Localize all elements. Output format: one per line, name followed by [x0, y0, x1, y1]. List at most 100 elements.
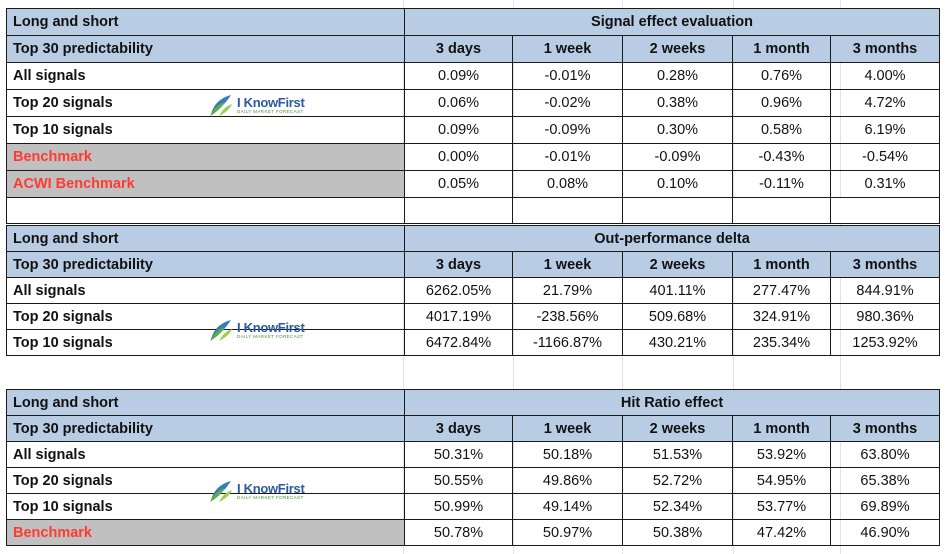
value-cell[interactable]: 4.72%: [829, 89, 941, 117]
row-label[interactable]: Top 20 signals: [6, 467, 405, 494]
group-label[interactable]: Long and short: [6, 389, 405, 416]
value-cell[interactable]: 53.77%: [732, 493, 831, 520]
row-label[interactable]: Top 20 signals: [6, 89, 405, 117]
value-cell[interactable]: -0.54%: [829, 143, 941, 171]
value-cell[interactable]: -0.09%: [512, 116, 623, 144]
value-cell[interactable]: 277.47%: [732, 277, 831, 304]
col-header[interactable]: 2 weeks: [622, 251, 733, 278]
value-cell[interactable]: -0.01%: [512, 62, 623, 90]
value-cell[interactable]: 21.79%: [512, 277, 623, 304]
value-cell[interactable]: -0.43%: [732, 143, 831, 171]
empty-cell[interactable]: [404, 197, 513, 224]
value-cell[interactable]: 50.99%: [404, 493, 513, 520]
empty-cell[interactable]: [829, 197, 941, 224]
value-cell[interactable]: 50.31%: [404, 441, 513, 468]
col-header[interactable]: 2 weeks: [622, 415, 733, 442]
value-cell[interactable]: 47.42%: [732, 519, 831, 546]
value-cell[interactable]: 0.30%: [622, 116, 733, 144]
empty-cell[interactable]: [6, 197, 405, 224]
value-cell[interactable]: -0.11%: [732, 170, 831, 198]
value-cell[interactable]: 0.05%: [404, 170, 513, 198]
value-cell[interactable]: 50.97%: [512, 519, 623, 546]
row-label[interactable]: Top 20 signals: [6, 303, 405, 330]
value-cell[interactable]: 50.78%: [404, 519, 513, 546]
row-label[interactable]: Top 10 signals: [6, 116, 405, 144]
col-header[interactable]: 3 months: [829, 251, 941, 278]
row-label[interactable]: All signals: [6, 441, 405, 468]
value-cell[interactable]: 0.00%: [404, 143, 513, 171]
value-cell[interactable]: 4017.19%: [404, 303, 513, 330]
value-cell[interactable]: 0.08%: [512, 170, 623, 198]
value-cell[interactable]: 6.19%: [829, 116, 941, 144]
value-cell[interactable]: 50.38%: [622, 519, 733, 546]
group-label[interactable]: Long and short: [6, 225, 405, 252]
value-cell[interactable]: 0.09%: [404, 62, 513, 90]
empty-cell[interactable]: [732, 197, 831, 224]
col-header[interactable]: 3 days: [404, 415, 513, 442]
value-cell[interactable]: 50.18%: [512, 441, 623, 468]
value-cell[interactable]: 54.95%: [732, 467, 831, 494]
group-label[interactable]: Long and short: [6, 8, 405, 36]
value-cell[interactable]: 0.28%: [622, 62, 733, 90]
value-cell[interactable]: 50.55%: [404, 467, 513, 494]
value-cell[interactable]: 0.96%: [732, 89, 831, 117]
col-header[interactable]: 1 month: [732, 415, 831, 442]
col-header[interactable]: 1 month: [732, 35, 831, 63]
value-cell[interactable]: -1166.87%: [512, 329, 623, 356]
sub-label[interactable]: Top 30 predictability: [6, 35, 405, 63]
value-cell[interactable]: 0.76%: [732, 62, 831, 90]
value-cell[interactable]: 6262.05%: [404, 277, 513, 304]
value-cell[interactable]: 49.86%: [512, 467, 623, 494]
row-label-benchmark[interactable]: ACWI Benchmark: [6, 170, 405, 198]
row-label-benchmark[interactable]: Benchmark: [6, 143, 405, 171]
value-cell[interactable]: 46.90%: [829, 519, 941, 546]
value-cell[interactable]: 235.34%: [732, 329, 831, 356]
value-cell[interactable]: 6472.84%: [404, 329, 513, 356]
value-cell[interactable]: 53.92%: [732, 441, 831, 468]
row-label-benchmark[interactable]: Benchmark: [6, 519, 405, 546]
value-cell[interactable]: -0.02%: [512, 89, 623, 117]
col-header[interactable]: 1 week: [512, 35, 623, 63]
section-title[interactable]: Hit Ratio effect: [403, 389, 941, 416]
col-header[interactable]: 1 week: [512, 251, 623, 278]
value-cell[interactable]: -238.56%: [512, 303, 623, 330]
row-label[interactable]: Top 10 signals: [6, 329, 405, 356]
value-cell[interactable]: 0.06%: [404, 89, 513, 117]
row-label[interactable]: All signals: [6, 277, 405, 304]
value-cell[interactable]: 65.38%: [829, 467, 941, 494]
value-cell[interactable]: 52.34%: [622, 493, 733, 520]
value-cell[interactable]: 51.53%: [622, 441, 733, 468]
col-header[interactable]: 3 days: [404, 251, 513, 278]
value-cell[interactable]: 69.89%: [829, 493, 941, 520]
col-header[interactable]: 2 weeks: [622, 35, 733, 63]
col-header[interactable]: 1 month: [732, 251, 831, 278]
value-cell[interactable]: -0.09%: [622, 143, 733, 171]
section-title[interactable]: Out-performance delta: [403, 225, 941, 252]
value-cell[interactable]: 401.11%: [622, 277, 733, 304]
empty-cell[interactable]: [512, 197, 623, 224]
sub-label[interactable]: Top 30 predictability: [6, 415, 405, 442]
section-title[interactable]: Signal effect evaluation: [403, 8, 941, 36]
value-cell[interactable]: 844.91%: [829, 277, 941, 304]
value-cell[interactable]: 0.58%: [732, 116, 831, 144]
col-header[interactable]: 3 months: [829, 35, 941, 63]
row-label[interactable]: Top 10 signals: [6, 493, 405, 520]
value-cell[interactable]: 1253.92%: [829, 329, 941, 356]
value-cell[interactable]: 324.91%: [732, 303, 831, 330]
col-header[interactable]: 1 week: [512, 415, 623, 442]
col-header[interactable]: 3 months: [829, 415, 941, 442]
sub-label[interactable]: Top 30 predictability: [6, 251, 405, 278]
row-label[interactable]: All signals: [6, 62, 405, 90]
value-cell[interactable]: 0.10%: [622, 170, 733, 198]
value-cell[interactable]: -0.01%: [512, 143, 623, 171]
col-header[interactable]: 3 days: [404, 35, 513, 63]
value-cell[interactable]: 63.80%: [829, 441, 941, 468]
empty-cell[interactable]: [622, 197, 733, 224]
value-cell[interactable]: 0.31%: [829, 170, 941, 198]
value-cell[interactable]: 509.68%: [622, 303, 733, 330]
value-cell[interactable]: 49.14%: [512, 493, 623, 520]
value-cell[interactable]: 980.36%: [829, 303, 941, 330]
value-cell[interactable]: 52.72%: [622, 467, 733, 494]
value-cell[interactable]: 430.21%: [622, 329, 733, 356]
value-cell[interactable]: 4.00%: [829, 62, 941, 90]
